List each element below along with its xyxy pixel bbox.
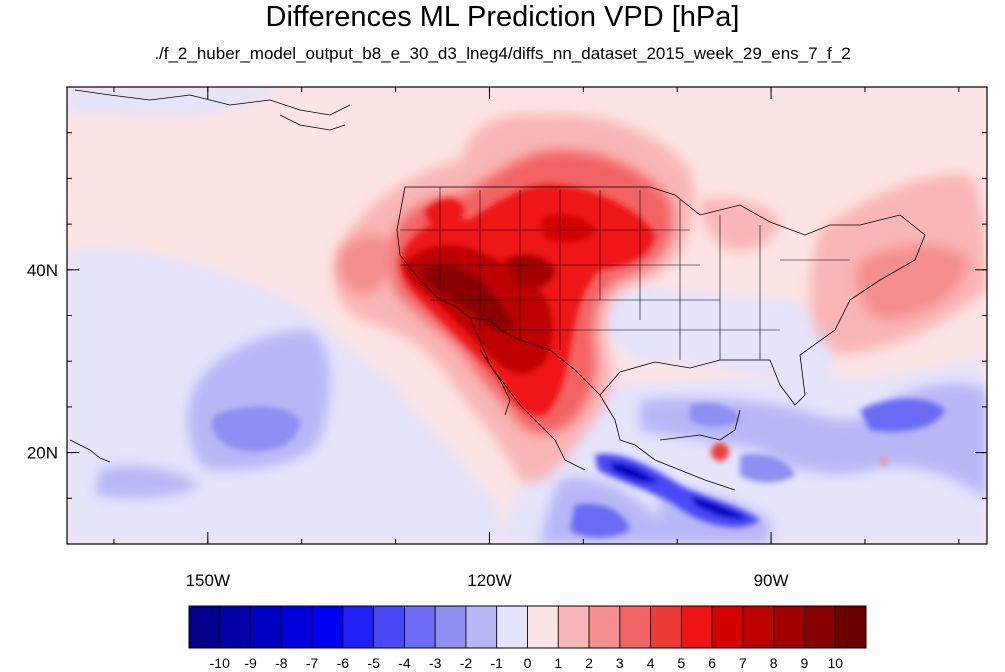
map-subtitle: ./f_2_huber_model_output_b8_e_30_d3_lneg… (154, 44, 851, 63)
lat-tick-label: 20N (27, 444, 58, 463)
colorbar-label: -7 (306, 655, 319, 671)
colorbar-label: 2 (585, 655, 593, 671)
colorbar-label: 7 (739, 655, 747, 671)
colorbar: -10 -9 -8 -7 -6 -5 -4 -3 -2 -1 0 1 2 3 4 5 6 7 8 9 10 (188, 605, 867, 671)
colorbar-swatch (711, 605, 744, 649)
lat-tick-label: 40N (27, 261, 58, 280)
colorbar-swatch (804, 605, 836, 649)
colorbar-swatch (311, 605, 344, 649)
colorbar-swatch (557, 605, 590, 649)
colorbar-swatch (650, 605, 682, 649)
colorbar-swatch (404, 605, 436, 649)
colorbar-swatch (219, 605, 251, 649)
colorbar-label: 3 (616, 655, 624, 671)
colorbar-label: -8 (275, 655, 288, 671)
positive-anomaly-max (405, 214, 888, 465)
lon-tick-label: 120W (467, 571, 511, 590)
colorbar-labels: -10 -9 -8 -7 -6 -5 -4 -3 -2 -1 0 1 2 3 4 5 6 7 8 9 10 (210, 655, 844, 671)
colorbar-label: -2 (460, 655, 473, 671)
map-title: Differences ML Prediction VPD [hPa] (265, 1, 740, 33)
colorbar-swatch (619, 605, 651, 649)
colorbar-swatch (188, 605, 221, 649)
lon-tick-label: 150W (186, 571, 230, 590)
colorbar-swatch (773, 605, 805, 649)
colorbar-swatch (280, 605, 313, 649)
colorbar-swatch (250, 605, 282, 649)
colorbar-label: -3 (429, 655, 442, 671)
colorbar-swatch (373, 605, 405, 649)
colorbar-label: 0 (524, 655, 532, 671)
colorbar-label: 5 (677, 655, 685, 671)
colorbar-label: 1 (554, 655, 562, 671)
plot-ticks (67, 87, 987, 544)
colorbar-swatch (742, 605, 775, 649)
vpd-field (67, 87, 987, 544)
colorbar-label: -4 (398, 655, 411, 671)
colorbar-frame (188, 605, 867, 649)
colorbar-swatch (434, 605, 467, 649)
colorbar-label: -6 (337, 655, 350, 671)
colorbar-label: 10 (827, 655, 843, 671)
state-borders (400, 187, 850, 360)
axis-labels: 150W 120W 90W 40N 20N (27, 261, 789, 590)
negative-anomaly-strong (211, 398, 945, 538)
colorbar-swatch (834, 605, 867, 649)
colorbar-swatch (342, 605, 375, 649)
colorbar-label: -1 (491, 655, 504, 671)
colorbar-label: -10 (210, 655, 230, 671)
colorbar-swatch (680, 605, 713, 649)
coastlines (69, 89, 926, 491)
colorbar-label: 6 (708, 655, 716, 671)
colorbar-label: 8 (770, 655, 778, 671)
colorbar-label: -9 (244, 655, 257, 671)
map-plot-area: 150W 120W 90W 40N 20N (27, 86, 988, 590)
colorbar-swatch (465, 605, 498, 649)
lon-tick-label: 90W (754, 571, 789, 590)
colorbar-swatch (588, 605, 621, 649)
colorbar-swatch (496, 605, 528, 649)
colorbar-label: 9 (801, 655, 809, 671)
colorbar-boxes (188, 605, 867, 649)
colorbar-swatch (527, 605, 559, 649)
colorbar-label: 4 (647, 655, 655, 671)
colorbar-label: -5 (367, 655, 380, 671)
